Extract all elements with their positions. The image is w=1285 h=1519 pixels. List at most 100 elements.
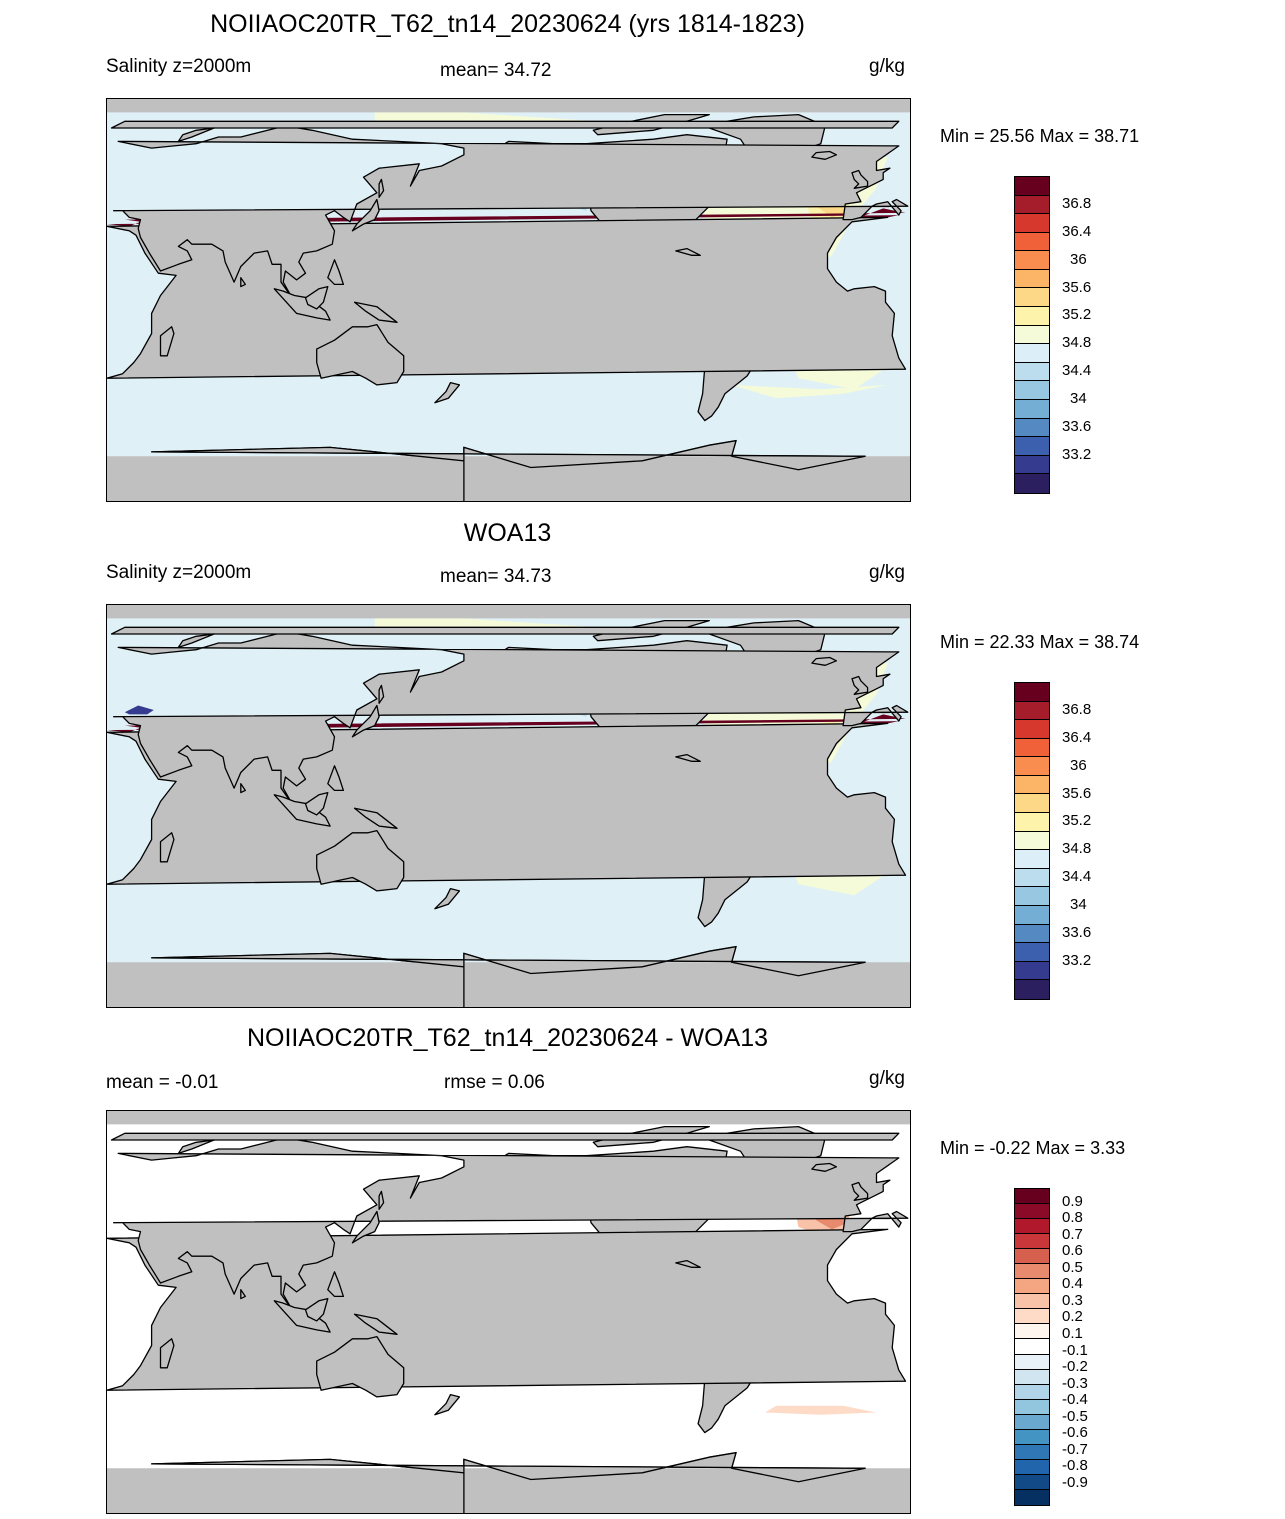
colorbar-swatch (1015, 757, 1049, 776)
panel2-colorbar (1014, 682, 1050, 1000)
colorbar-tick-label: -0.1 (1062, 1341, 1088, 1359)
land-borneo (304, 791, 329, 816)
panel1-map (106, 98, 911, 502)
colorbar-tick-label: 34.8 (1062, 334, 1092, 352)
land-svalbard (110, 626, 900, 635)
colorbar-tick-label: 0.5 (1062, 1258, 1083, 1276)
colorbar-swatch (1015, 1219, 1049, 1235)
panel3-units-label: g/kg (869, 1068, 905, 1089)
colorbar-swatch (1015, 1414, 1049, 1430)
land-sri-lanka (240, 783, 246, 794)
land-cuba (675, 247, 701, 256)
land-japan (351, 704, 380, 738)
panel3-minmax: Min = -0.22 Max = 3.33 (940, 1138, 1126, 1158)
colorbar-swatch (1015, 794, 1049, 814)
colorbar-swatch (1015, 738, 1049, 758)
colorbar-swatch (1015, 307, 1049, 326)
colorbar-swatch (1015, 1279, 1049, 1295)
colorbar-swatch (1015, 905, 1049, 925)
colorbar-tick-label: 35.2 (1062, 306, 1092, 324)
panel2-minmax: Min = 22.33 Max = 38.74 (940, 632, 1140, 652)
land-philippines (327, 765, 345, 792)
salinity-contour-region (765, 1405, 877, 1415)
colorbar-swatch (1015, 1399, 1049, 1415)
land-borneo (304, 1297, 329, 1322)
colorbar-swatch (1015, 831, 1049, 851)
colorbar-tick-label: -0.8 (1062, 1457, 1088, 1475)
colorbar-swatch (1015, 195, 1049, 215)
panel2-title: WOA13 (463, 519, 552, 547)
no-data-region (107, 1468, 910, 1513)
colorbar-swatch (1015, 325, 1049, 345)
colorbar-tick-label: 34.8 (1062, 840, 1092, 858)
colorbar-tick-label: -0.9 (1062, 1473, 1088, 1491)
colorbar-tick-label: 35.2 (1062, 812, 1092, 830)
land-sakhalin (378, 1190, 385, 1210)
colorbar-swatch (1015, 1444, 1049, 1460)
land-antarctica-coast (151, 945, 866, 1007)
land-philippines (327, 1271, 345, 1298)
land-iceland (811, 150, 838, 160)
land-borneo (304, 285, 329, 310)
colorbar-swatch (1015, 1204, 1049, 1220)
panel1-mean-label: mean= 34.72 (440, 60, 552, 81)
colorbar-tick-label: 34.4 (1062, 362, 1092, 380)
colorbar-swatch (1015, 813, 1049, 832)
colorbar-swatch (1015, 924, 1049, 944)
land-iceland (811, 656, 838, 666)
colorbar-tick-label: 36.4 (1062, 728, 1092, 746)
colorbar-tick-label: -0.5 (1062, 1407, 1088, 1425)
panel1-colorbar-labels: 36.8 36.4 36 35.6 35.2 34.8 34.4 34 33.6 33.2 (1060, 176, 1120, 492)
land-indonesia (273, 1300, 331, 1333)
land-new-zealand (434, 381, 461, 404)
panel1-units-label: g/kg (869, 56, 905, 77)
land-novaya-zemlya (177, 127, 215, 143)
panel2-units-label: g/kg (869, 562, 905, 583)
colorbar-swatch (1015, 1249, 1049, 1265)
land-indonesia (273, 794, 331, 827)
panel3-colorbar-labels: 0.9 0.8 0.7 0.6 0.5 0.4 0.3 0.2 0.1 -0.1 -0.2 -0.3-… (1060, 1188, 1120, 1504)
no-data-region (107, 1111, 910, 1125)
land-indonesia (273, 288, 331, 321)
colorbar-swatch (1015, 1384, 1049, 1400)
colorbar-tick-label: -0.4 (1062, 1391, 1088, 1409)
land-eurasia (113, 1137, 909, 1311)
colorbar-tick-label: 0.1 (1062, 1324, 1083, 1342)
salinity-contour-region (196, 112, 866, 122)
land-new-zealand (434, 1393, 461, 1416)
colorbar-swatch (1015, 701, 1049, 721)
panel1-minmax: Min = 25.56 Max = 38.71 (940, 126, 1140, 146)
colorbar-tick-label: 36.8 (1062, 194, 1092, 212)
colorbar-tick-label: 0.3 (1062, 1291, 1083, 1309)
colorbar-tick-label: 0.9 (1062, 1192, 1083, 1210)
colorbar-swatch (1015, 437, 1049, 456)
colorbar-swatch (1015, 1429, 1049, 1445)
colorbar-swatch (1015, 418, 1049, 438)
land-eurasia (113, 631, 909, 805)
panel3-rmse-label: rmse = 0.06 (444, 1072, 545, 1093)
colorbar-swatch (1015, 251, 1049, 270)
land-uk (851, 169, 869, 189)
land-uk (851, 1181, 869, 1201)
land-sri-lanka (240, 1289, 246, 1300)
colorbar-swatch (1015, 455, 1049, 475)
colorbar-tick-label: 33.2 (1062, 445, 1092, 463)
land-madagascar (159, 832, 175, 863)
colorbar-swatch (1015, 177, 1049, 196)
colorbar-swatch (1015, 980, 1049, 999)
colorbar-tick-label: 34.4 (1062, 868, 1092, 886)
colorbar-tick-label: -0.2 (1062, 1358, 1088, 1376)
colorbar-swatch (1015, 344, 1049, 363)
panel1-colorbar (1014, 176, 1050, 494)
land-antarctica-coast (151, 1451, 866, 1513)
colorbar-tick-label: -0.6 (1062, 1424, 1088, 1442)
land-sakhalin (378, 684, 385, 704)
land-africa (107, 722, 907, 885)
land-svalbard (110, 1132, 900, 1141)
colorbar-tick-label: -0.3 (1062, 1374, 1088, 1392)
land-uk (851, 675, 869, 695)
colorbar-tick-label: 34 (1070, 896, 1087, 914)
land-australia (316, 323, 405, 386)
colorbar-swatch (1015, 1339, 1049, 1355)
land-novaya-zemlya (177, 1139, 215, 1155)
